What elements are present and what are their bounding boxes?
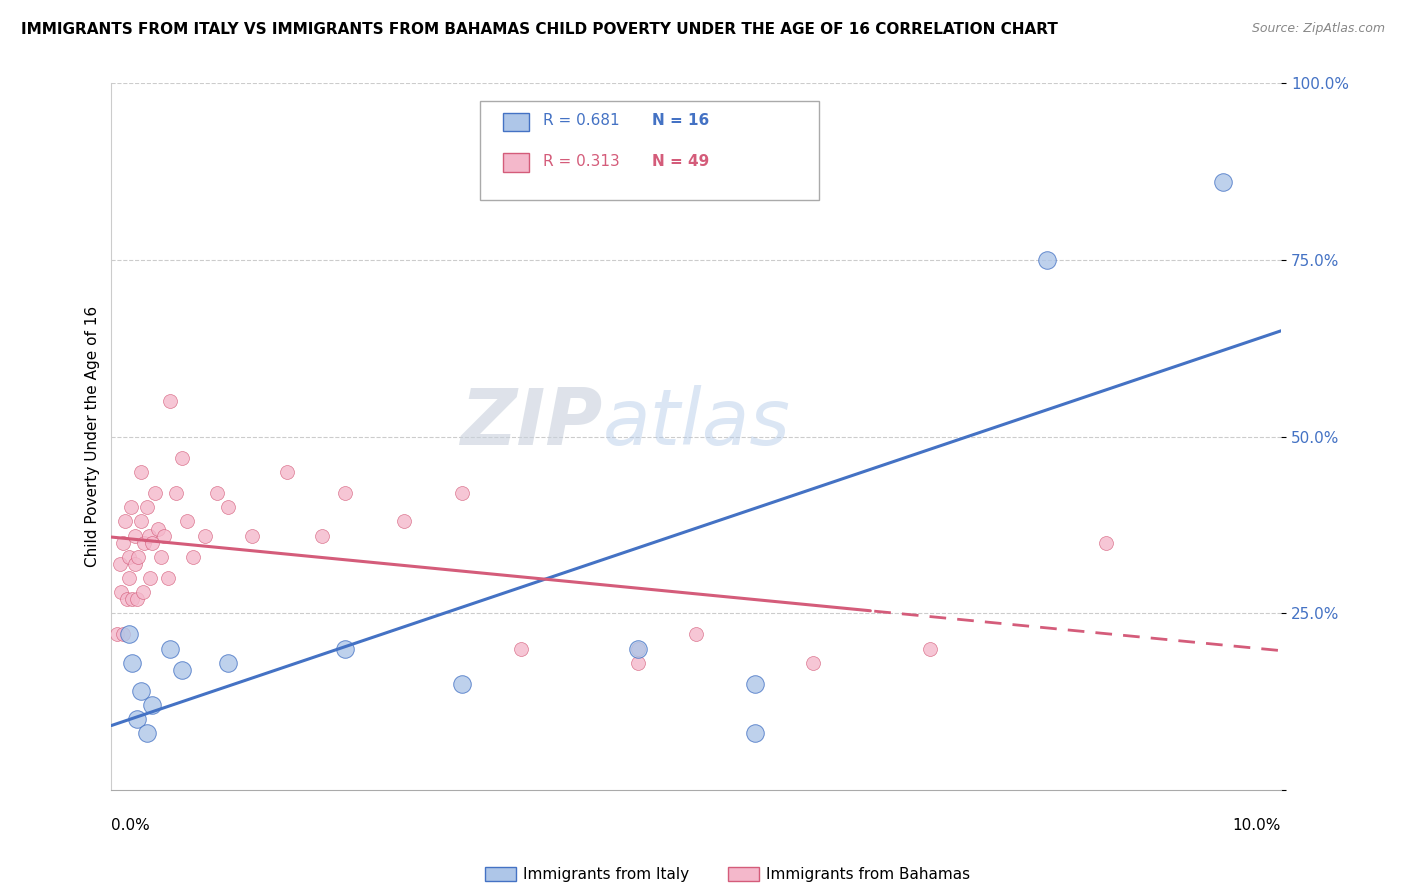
Point [115, 592, 138, 607]
Point [217, 656, 239, 670]
Point [1094, 535, 1116, 549]
Point [110, 585, 132, 599]
FancyBboxPatch shape [503, 153, 529, 172]
Text: N = 49: N = 49 [652, 153, 709, 169]
Point [121, 592, 143, 607]
Point [105, 627, 128, 641]
Point [132, 585, 155, 599]
Point [217, 500, 239, 515]
Point [112, 627, 135, 641]
Point [335, 486, 357, 500]
Point [205, 486, 228, 500]
Point [114, 515, 136, 529]
FancyBboxPatch shape [479, 101, 820, 200]
Point [627, 656, 650, 670]
Point [118, 571, 141, 585]
Point [170, 663, 193, 677]
Point [135, 726, 157, 740]
Point [1036, 253, 1059, 268]
Point [135, 500, 157, 515]
Text: atlas: atlas [603, 384, 790, 460]
Point [627, 641, 650, 656]
Point [170, 450, 193, 465]
Point [1212, 175, 1234, 189]
Y-axis label: Child Poverty Under the Age of 16: Child Poverty Under the Age of 16 [86, 306, 100, 567]
Text: Source: ZipAtlas.com: Source: ZipAtlas.com [1251, 22, 1385, 36]
Text: N = 16: N = 16 [652, 113, 709, 128]
Point [134, 535, 156, 549]
Point [108, 557, 131, 571]
Point [127, 592, 149, 607]
Point [112, 535, 135, 549]
Point [127, 549, 149, 564]
Point [138, 528, 160, 542]
Point [148, 522, 170, 536]
Point [276, 465, 298, 479]
Point [124, 557, 146, 571]
Point [156, 571, 179, 585]
Point [335, 641, 357, 656]
Text: Immigrants from Italy: Immigrants from Italy [523, 867, 689, 881]
Point [176, 515, 198, 529]
Point [118, 627, 141, 641]
Point [744, 677, 766, 691]
Point [139, 571, 162, 585]
Point [451, 486, 474, 500]
Point [685, 627, 707, 641]
Point [159, 641, 181, 656]
Point [121, 656, 143, 670]
Text: 0.0%: 0.0% [111, 818, 150, 833]
Point [801, 656, 824, 670]
Point [141, 535, 163, 549]
Text: IMMIGRANTS FROM ITALY VS IMMIGRANTS FROM BAHAMAS CHILD POVERTY UNDER THE AGE OF : IMMIGRANTS FROM ITALY VS IMMIGRANTS FROM… [21, 22, 1057, 37]
Point [153, 528, 176, 542]
Point [744, 726, 766, 740]
Point [120, 500, 142, 515]
Point [240, 528, 263, 542]
Point [920, 641, 942, 656]
FancyBboxPatch shape [503, 112, 529, 131]
Point [143, 486, 166, 500]
Text: 10.0%: 10.0% [1233, 818, 1281, 833]
Point [627, 641, 650, 656]
Point [129, 515, 152, 529]
Point [165, 486, 187, 500]
Point [127, 712, 149, 726]
Point [181, 549, 204, 564]
Text: ZIP: ZIP [460, 384, 603, 460]
Text: R = 0.681: R = 0.681 [543, 113, 620, 128]
Point [124, 528, 146, 542]
Point [129, 684, 152, 698]
Text: Immigrants from Bahamas: Immigrants from Bahamas [766, 867, 970, 881]
Point [159, 394, 181, 409]
Point [509, 641, 531, 656]
Point [194, 528, 217, 542]
Text: R = 0.313: R = 0.313 [543, 153, 620, 169]
Point [141, 698, 163, 713]
Point [149, 549, 172, 564]
Point [118, 549, 141, 564]
Point [129, 465, 152, 479]
Point [392, 515, 415, 529]
Point [451, 677, 474, 691]
Point [311, 528, 333, 542]
